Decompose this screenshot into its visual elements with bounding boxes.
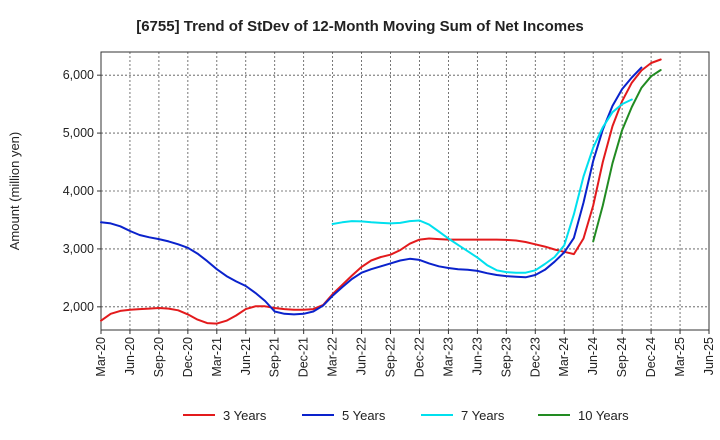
series-line-3-years xyxy=(100,58,662,325)
x-tick-label: Mar-22 xyxy=(326,337,340,377)
x-tick-label: Sep-22 xyxy=(384,337,398,377)
legend-label-5-years: 5 Years xyxy=(342,408,386,423)
legend: 3 Years 5 Years 7 Years 10 Years xyxy=(183,408,629,423)
x-tick-label: Jun-20 xyxy=(123,337,137,375)
x-tick-label: Mar-20 xyxy=(94,337,108,377)
x-tick-label: Jun-24 xyxy=(586,337,600,375)
x-tick-label: Jun-21 xyxy=(239,337,253,375)
legend-label-10-years: 10 Years xyxy=(578,408,629,423)
x-tick-label: Sep-24 xyxy=(615,337,629,377)
x-tick-label: Sep-20 xyxy=(152,337,166,377)
series-line-10-years xyxy=(592,69,662,243)
x-tick-label: Jun-23 xyxy=(470,337,484,375)
x-tick-label: Dec-22 xyxy=(412,337,426,377)
legend-label-7-years: 7 Years xyxy=(461,408,505,423)
y-tick-label: 3,000 xyxy=(63,242,94,256)
x-tick-label: Dec-23 xyxy=(528,337,542,377)
y-tick-label: 6,000 xyxy=(63,68,94,82)
x-tick-label: Dec-20 xyxy=(181,337,195,377)
series-group xyxy=(100,58,662,325)
series-line-5-years xyxy=(100,66,643,316)
y-tick-label: 2,000 xyxy=(63,300,94,314)
y-axis: 2,000 3,000 4,000 5,000 6,000 xyxy=(63,68,101,314)
x-axis: Mar-20 Jun-20 Sep-20 Dec-20 Mar-21 Jun-21 Sep-… xyxy=(94,330,716,377)
x-tick-label: Mar-24 xyxy=(557,337,571,377)
chart-title: [6755] Trend of StDev of 12-Month Moving… xyxy=(136,18,584,35)
x-tick-label: Mar-23 xyxy=(441,337,455,377)
y-tick-label: 4,000 xyxy=(63,184,94,198)
x-tick-label: Mar-21 xyxy=(210,337,224,377)
grid xyxy=(100,52,710,330)
x-tick-label: Jun-25 xyxy=(702,337,716,375)
x-tick-label: Dec-21 xyxy=(297,337,311,377)
x-tick-label: Jun-22 xyxy=(355,337,369,375)
y-axis-title: Amount (million yen) xyxy=(7,132,22,251)
legend-label-3-years: 3 Years xyxy=(223,408,267,423)
series-line-7-years xyxy=(331,98,633,274)
x-tick-label: Dec-24 xyxy=(644,337,658,377)
x-tick-label: Mar-25 xyxy=(673,337,687,377)
x-tick-label: Sep-21 xyxy=(268,337,282,377)
y-tick-label: 5,000 xyxy=(63,126,94,140)
x-tick-label: Sep-23 xyxy=(499,337,513,377)
